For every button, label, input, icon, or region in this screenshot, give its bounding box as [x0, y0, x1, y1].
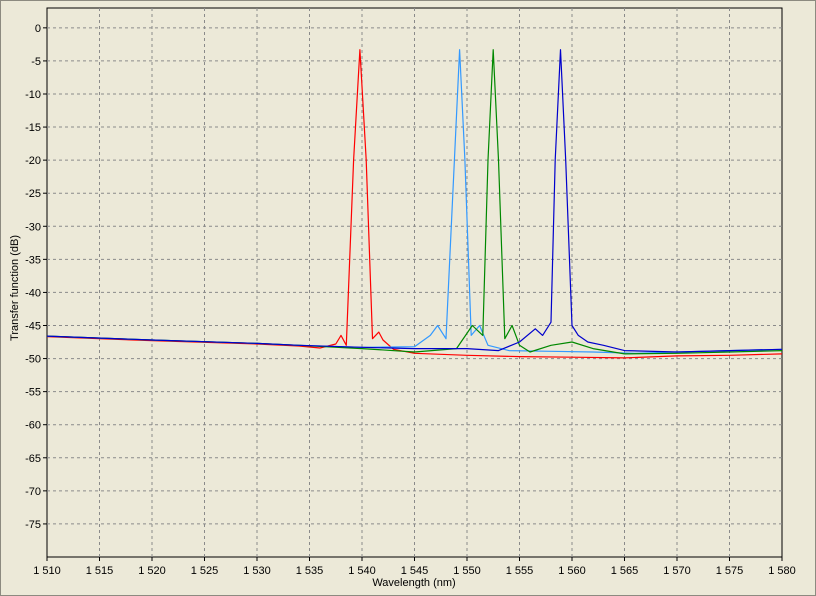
y-tick-label: -35 — [25, 254, 41, 266]
y-tick-label: -10 — [25, 89, 41, 101]
y-tick-label: -70 — [25, 486, 41, 498]
y-axis-ticks: 0 -5 -10 -15 -20 -25 -30 -35 -40 -45 -50 -55 -60 -65 -… — [25, 23, 47, 531]
x-tick-label: 1 515 — [86, 565, 114, 577]
grid-lines — [47, 8, 782, 557]
x-tick-label: 1 565 — [611, 565, 639, 577]
x-tick-label: 1 545 — [401, 565, 429, 577]
y-tick-label: -75 — [25, 519, 41, 531]
y-tick-label: -20 — [25, 155, 41, 167]
series-line-3 — [46, 49, 783, 355]
y-tick-label: -25 — [25, 188, 41, 200]
y-tick-label: -30 — [25, 221, 41, 233]
x-tick-label: 1 530 — [243, 565, 271, 577]
x-tick-label: 1 540 — [348, 565, 376, 577]
y-tick-label: -15 — [25, 122, 41, 134]
x-tick-label: 1 550 — [453, 565, 481, 577]
plot-area — [46, 7, 783, 558]
x-tick-label: 1 525 — [191, 565, 219, 577]
series-line-1 — [46, 49, 783, 359]
x-tick-label: 1 560 — [558, 565, 586, 577]
x-axis-ticks: 1 510 1 515 1 520 1 525 1 530 1 535 1 540 1 545… — [33, 557, 796, 577]
y-tick-label: -50 — [25, 354, 41, 366]
y-tick-label: -55 — [25, 387, 41, 399]
x-tick-label: 1 580 — [768, 565, 796, 577]
x-axis-label: Wavelength (nm) — [372, 577, 455, 589]
x-tick-label: 1 520 — [138, 565, 166, 577]
series-lines — [46, 49, 783, 359]
x-tick-label: 1 555 — [506, 565, 534, 577]
y-tick-label: 0 — [35, 23, 41, 35]
y-tick-label: -40 — [25, 287, 41, 299]
x-tick-label: 1 570 — [663, 565, 691, 577]
y-tick-label: -5 — [31, 56, 41, 68]
x-tick-label: 1 510 — [33, 565, 61, 577]
series-line-4 — [46, 49, 783, 353]
y-tick-label: -45 — [25, 320, 41, 332]
y-tick-label: -65 — [25, 453, 41, 465]
x-tick-label: 1 575 — [716, 565, 744, 577]
y-axis-label: Transfer function (dB) — [9, 235, 21, 341]
y-tick-label: -60 — [25, 420, 41, 432]
x-tick-label: 1 535 — [296, 565, 324, 577]
